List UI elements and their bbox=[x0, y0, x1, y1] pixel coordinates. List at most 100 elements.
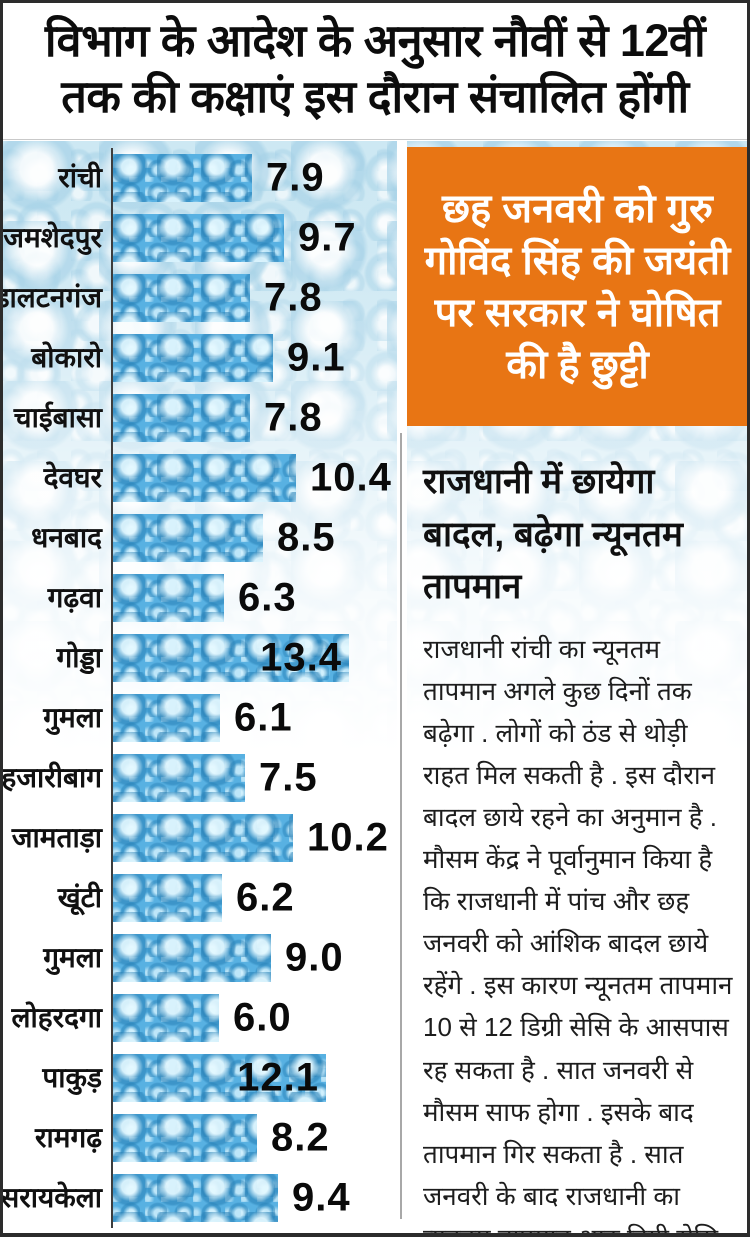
bar bbox=[113, 214, 284, 262]
main-area: रांची 7.9 जमशेदपुर 9.7 डालटनगंज 7.8 बोका… bbox=[3, 141, 747, 1233]
city-label: देवघर bbox=[43, 462, 102, 494]
bar-track: 7.5 bbox=[111, 748, 395, 808]
bar-track: 9.1 bbox=[111, 328, 395, 388]
holiday-highlight-text: छह जनवरी को गुरु गोविंद सिंह की जयंती पर… bbox=[424, 186, 731, 387]
bar-value: 9.7 bbox=[298, 215, 357, 260]
city-label: गुमला bbox=[43, 702, 102, 734]
bar bbox=[113, 1054, 326, 1102]
bar bbox=[113, 814, 293, 862]
bar-value: 6.2 bbox=[236, 875, 295, 920]
bar bbox=[113, 1174, 278, 1222]
bar-value: 13.4 bbox=[260, 635, 342, 680]
city-label: डालटनगंज bbox=[0, 282, 102, 314]
vertical-divider bbox=[400, 433, 402, 1219]
bar-track: 6.0 bbox=[111, 988, 395, 1048]
bar-value: 9.0 bbox=[285, 935, 344, 980]
chart-row: गुमला 9.0 bbox=[3, 928, 397, 988]
bar bbox=[113, 754, 245, 802]
article-body: राजधानी रांची का न्यूनतम तापमान अगले कुछ… bbox=[423, 633, 733, 1234]
city-label: जमशेदपुर bbox=[3, 222, 102, 254]
chart-row: रामगढ़ 8.2 bbox=[3, 1108, 397, 1168]
bar-track: 8.2 bbox=[111, 1108, 395, 1168]
bar-track: 10.4 bbox=[111, 448, 395, 508]
chart-row: देवघर 10.4 bbox=[3, 448, 397, 508]
bar bbox=[113, 274, 250, 322]
article: राजधानी में छायेगा बादल, बढ़ेगा न्यूनतम … bbox=[407, 426, 747, 1234]
holiday-highlight-box: छह जनवरी को गुरु गोविंद सिंह की जयंती पर… bbox=[407, 147, 747, 426]
bar-value: 8.5 bbox=[277, 515, 336, 560]
bar bbox=[113, 694, 220, 742]
bar-track: 9.4 bbox=[111, 1168, 395, 1228]
chart-row: पाकुड़ 12.1 bbox=[3, 1048, 397, 1108]
city-label: चाईबासा bbox=[13, 402, 102, 434]
page-title: विभाग के आदेश के अनुसार नौवीं से 12वीं त… bbox=[44, 14, 706, 122]
bar-track: 10.2 bbox=[111, 808, 395, 868]
article-heading: राजधानी में छायेगा बादल, बढ़ेगा न्यूनतम … bbox=[423, 462, 683, 606]
city-label: खूंटी bbox=[57, 882, 102, 914]
bar-track: 7.8 bbox=[111, 268, 395, 328]
bar-value: 7.5 bbox=[259, 755, 318, 800]
city-label: लोहरदगा bbox=[11, 1002, 102, 1034]
bar bbox=[113, 1114, 257, 1162]
right-column: छह जनवरी को गुरु गोविंद सिंह की जयंती पर… bbox=[407, 141, 747, 1233]
city-label: जामताड़ा bbox=[11, 822, 102, 854]
city-label: गढ़वा bbox=[47, 582, 102, 614]
bar-track: 6.1 bbox=[111, 688, 395, 748]
bar-track: 8.5 bbox=[111, 508, 395, 568]
city-label: रामगढ़ bbox=[35, 1122, 102, 1154]
bar-value: 8.2 bbox=[271, 1115, 330, 1160]
bar-value: 7.9 bbox=[266, 155, 325, 200]
bar-value: 7.8 bbox=[264, 275, 323, 320]
bar-value: 12.1 bbox=[237, 1055, 319, 1100]
chart-row: खूंटी 6.2 bbox=[3, 868, 397, 928]
bar-value: 6.3 bbox=[238, 575, 297, 620]
bar bbox=[113, 874, 222, 922]
city-label: गोड्डा bbox=[56, 642, 102, 674]
chart-row: हजारीबाग 7.5 bbox=[3, 748, 397, 808]
column-gap bbox=[397, 141, 407, 1233]
bar-value: 6.1 bbox=[234, 695, 293, 740]
chart-row: गुमला 6.1 bbox=[3, 688, 397, 748]
city-label: धनबाद bbox=[31, 522, 102, 554]
chart-row: रांची 7.9 bbox=[3, 148, 397, 208]
bar bbox=[113, 394, 250, 442]
chart-row: डालटनगंज 7.8 bbox=[3, 268, 397, 328]
city-label: हजारीबाग bbox=[1, 762, 102, 794]
chart-row: गढ़वा 6.3 bbox=[3, 568, 397, 628]
chart-row: गोड्डा 13.4 bbox=[3, 628, 397, 688]
chart-row: लोहरदगा 6.0 bbox=[3, 988, 397, 1048]
chart-row: चाईबासा 7.8 bbox=[3, 388, 397, 448]
chart-row: जमशेदपुर 9.7 bbox=[3, 208, 397, 268]
bar-value: 9.1 bbox=[287, 335, 346, 380]
bar bbox=[113, 514, 263, 562]
chart-row: बोकारो 9.1 bbox=[3, 328, 397, 388]
bar-track: 12.1 bbox=[111, 1048, 395, 1108]
bar bbox=[113, 454, 296, 502]
bar bbox=[113, 934, 271, 982]
bar bbox=[113, 994, 219, 1042]
bar-value: 10.4 bbox=[310, 455, 392, 500]
bar-track: 6.3 bbox=[111, 568, 395, 628]
bar-track: 6.2 bbox=[111, 868, 395, 928]
city-label: पाकुड़ bbox=[42, 1062, 102, 1094]
bar-value: 6.0 bbox=[233, 995, 292, 1040]
chart-row: सरायकेला 9.4 bbox=[3, 1168, 397, 1228]
bar-value: 10.2 bbox=[307, 815, 389, 860]
chart-row: धनबाद 8.5 bbox=[3, 508, 397, 568]
bar-track: 7.8 bbox=[111, 388, 395, 448]
bar-value: 7.8 bbox=[264, 395, 323, 440]
bar bbox=[113, 574, 224, 622]
bar-chart-rows: रांची 7.9 जमशेदपुर 9.7 डालटनगंज 7.8 बोका… bbox=[3, 148, 397, 1228]
bar bbox=[113, 334, 273, 382]
city-label: रांची bbox=[58, 162, 102, 194]
temperature-bar-chart: रांची 7.9 जमशेदपुर 9.7 डालटनगंज 7.8 बोका… bbox=[3, 148, 397, 1228]
city-label: बोकारो bbox=[31, 342, 102, 374]
chart-row: जामताड़ा 10.2 bbox=[3, 808, 397, 868]
city-label: गुमला bbox=[43, 942, 102, 974]
bar-value: 9.4 bbox=[292, 1175, 351, 1220]
city-label: सरायकेला bbox=[0, 1182, 102, 1214]
bar-track: 9.7 bbox=[111, 208, 395, 268]
bar bbox=[113, 634, 349, 682]
bar-track: 9.0 bbox=[111, 928, 395, 988]
